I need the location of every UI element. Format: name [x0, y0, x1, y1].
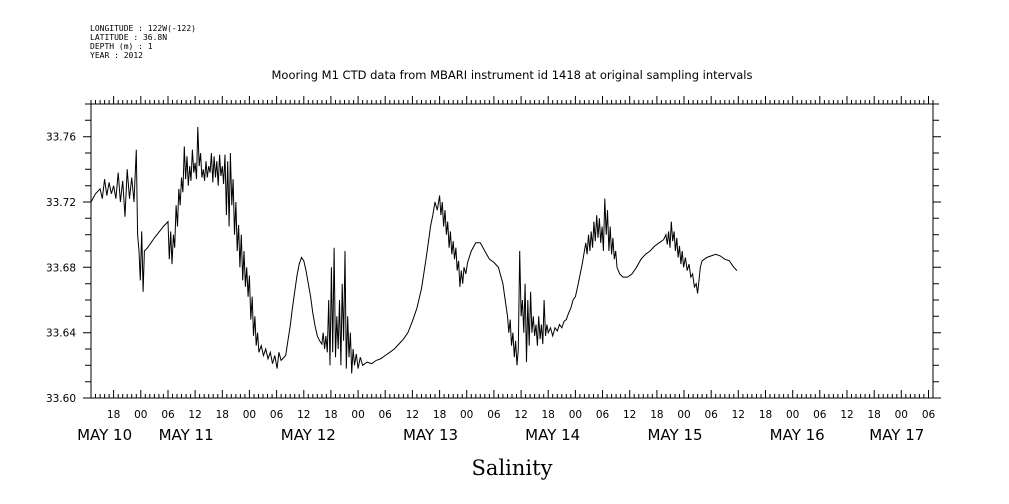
- x-hour-label: 06: [270, 409, 284, 421]
- plot-frame: [90, 103, 934, 399]
- x-hour-label: 12: [840, 409, 853, 421]
- x-hour-label: 06: [705, 409, 719, 421]
- x-hour-label: 00: [895, 409, 908, 421]
- x-hour-label: 12: [188, 409, 201, 421]
- x-hour-label: 00: [351, 409, 364, 421]
- salinity-line: [90, 126, 738, 374]
- x-hour-label: 06: [922, 409, 936, 421]
- x-hour-label: 06: [161, 409, 175, 421]
- x-hour-label: 12: [297, 409, 310, 421]
- x-day-label: MAY 16: [770, 426, 825, 444]
- x-hour-label: 00: [677, 409, 690, 421]
- y-tick-label: 33.60: [46, 393, 76, 405]
- x-hour-label: 18: [107, 409, 120, 421]
- x-hour-label: 18: [324, 409, 337, 421]
- x-hour-label: 18: [868, 409, 881, 421]
- x-hour-label: 00: [134, 409, 147, 421]
- x-day-label: MAY 13: [403, 426, 458, 444]
- x-hour-label: 18: [759, 409, 772, 421]
- x-hour-label: 12: [514, 409, 527, 421]
- tick-marks: [83, 96, 941, 399]
- x-hour-label: 12: [406, 409, 419, 421]
- longitude-label: LONGITUDE : 122W(-122): [90, 24, 196, 33]
- x-axis-label: Salinity: [472, 456, 553, 480]
- x-hour-label: 06: [379, 409, 393, 421]
- x-hour-label: 06: [813, 409, 827, 421]
- x-hour-label: 18: [216, 409, 229, 421]
- y-tick-label: 33.76: [46, 132, 76, 144]
- x-hour-label: 00: [569, 409, 582, 421]
- y-tick-label: 33.64: [46, 328, 76, 340]
- x-hour-label: 12: [623, 409, 636, 421]
- x-tick-labels: 18 00 06 12 18 00 06 12 18 00 06 12 18 00 06 12 18 00 06 12…: [77, 409, 935, 444]
- x-day-label: MAY 12: [281, 426, 336, 444]
- depth-label: DEPTH (m) : 1: [90, 42, 153, 51]
- x-day-label: MAY 11: [159, 426, 214, 444]
- y-tick-labels: 33.60 33.64 33.68 33.72 33.76: [46, 132, 76, 405]
- x-hour-label: 12: [732, 409, 745, 421]
- x-hour-label: 06: [487, 409, 501, 421]
- y-tick-label: 33.68: [46, 262, 76, 274]
- x-hour-label: 00: [786, 409, 799, 421]
- year-label: YEAR : 2012: [90, 51, 143, 60]
- x-hour-label: 00: [460, 409, 473, 421]
- x-hour-label: 18: [542, 409, 555, 421]
- chart-title: Mooring M1 CTD data from MBARI instrumen…: [272, 68, 753, 82]
- x-hour-label: 18: [433, 409, 446, 421]
- latitude-label: LATITUDE : 36.8N: [90, 33, 167, 42]
- x-day-label: MAY 14: [525, 426, 580, 444]
- axis-ticks: [83, 96, 941, 399]
- x-day-label: MAY 17: [869, 426, 924, 444]
- x-hour-label: 18: [650, 409, 663, 421]
- x-hour-label: 06: [596, 409, 610, 421]
- x-hour-label: 00: [243, 409, 256, 421]
- x-day-label: MAY 15: [647, 426, 702, 444]
- y-tick-label: 33.72: [46, 197, 76, 209]
- metadata-block: LONGITUDE : 122W(-122) LATITUDE : 36.8N …: [90, 24, 196, 60]
- x-day-label: MAY 10: [77, 426, 132, 444]
